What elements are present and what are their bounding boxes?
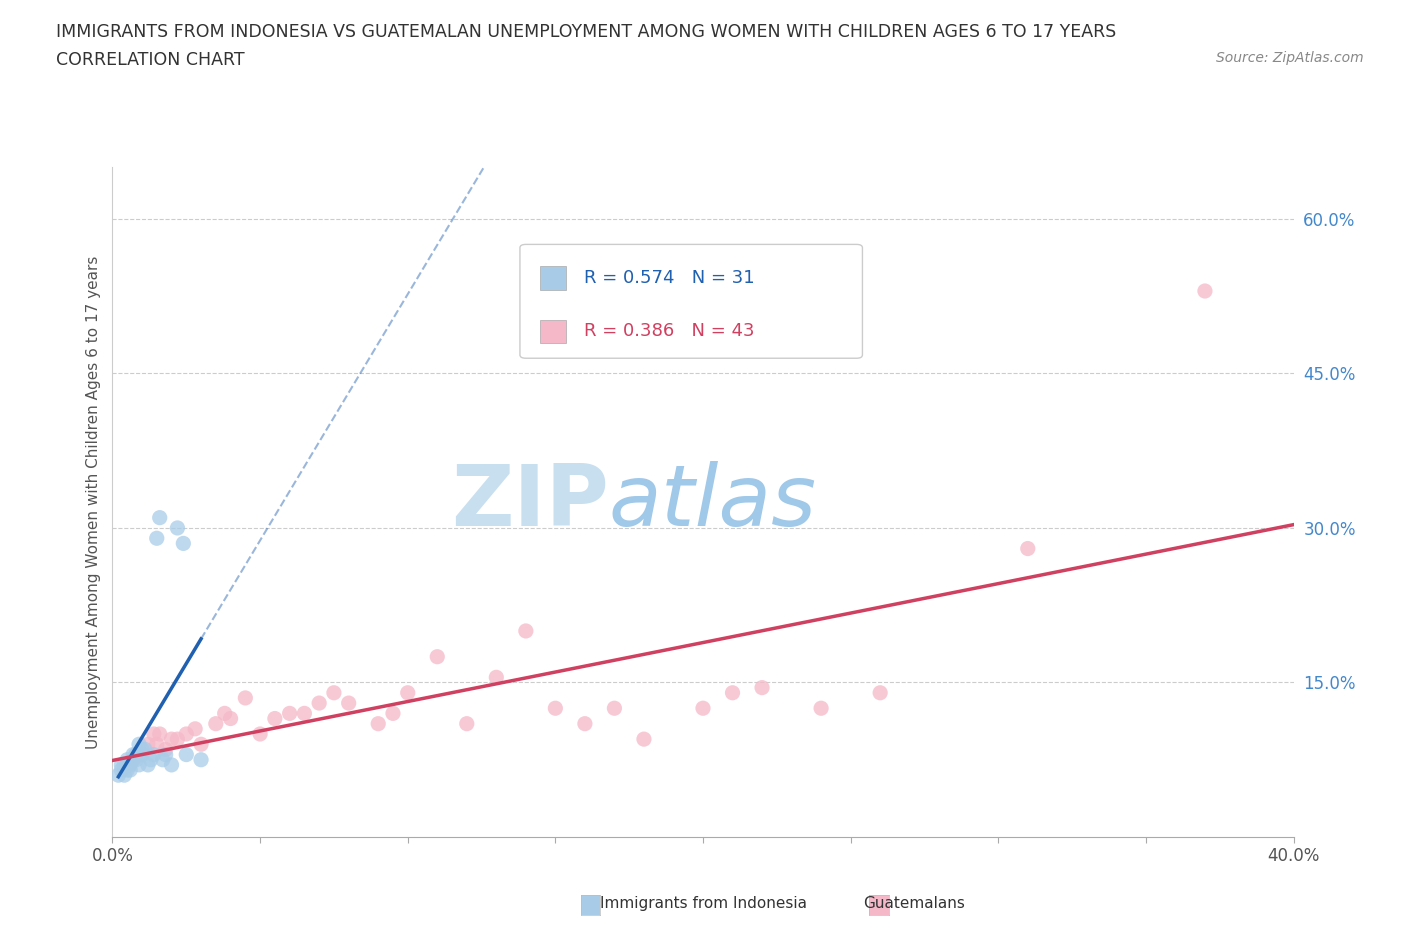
Point [172, 536, 194, 551]
Point [249, 726, 271, 741]
Text: Source: ZipAtlas.com: Source: ZipAtlas.com [1216, 51, 1364, 65]
Point [190, 737, 212, 751]
Point [292, 706, 315, 721]
Point [1194, 284, 1216, 299]
Point [139, 752, 162, 767]
Point [107, 768, 129, 783]
Point [574, 716, 596, 731]
Point [278, 706, 301, 721]
Point [633, 732, 655, 747]
Point [120, 757, 142, 772]
Point [131, 742, 153, 757]
Point [323, 685, 346, 700]
Text: atlas: atlas [609, 460, 817, 544]
Point [131, 747, 153, 762]
Point [1017, 541, 1039, 556]
FancyBboxPatch shape [540, 320, 567, 343]
Point [136, 737, 159, 751]
Point [692, 701, 714, 716]
Point [128, 737, 150, 751]
Point [214, 706, 236, 721]
Point [160, 757, 183, 772]
Point [515, 623, 537, 638]
Point [456, 716, 478, 731]
Point [396, 685, 419, 700]
Point [205, 716, 228, 731]
Point [219, 711, 242, 726]
Point [122, 752, 145, 767]
Point [117, 763, 138, 777]
Point [810, 701, 832, 716]
Point [264, 711, 287, 726]
Point [337, 696, 360, 711]
Point [131, 747, 153, 762]
Text: IMMIGRANTS FROM INDONESIA VS GUATEMALAN UNEMPLOYMENT AMONG WOMEN WITH CHILDREN A: IMMIGRANTS FROM INDONESIA VS GUATEMALAN … [56, 23, 1116, 41]
Point [146, 531, 169, 546]
Point [125, 747, 148, 762]
Point [149, 726, 172, 741]
Point [128, 757, 150, 772]
Point [544, 701, 567, 716]
Point [308, 696, 330, 711]
Point [117, 757, 138, 772]
Point [155, 742, 177, 757]
Point [142, 726, 165, 741]
Point [166, 521, 188, 536]
Point [166, 732, 188, 747]
Text: Guatemalans: Guatemalans [863, 897, 965, 911]
Text: R = 0.574   N = 31: R = 0.574 N = 31 [583, 269, 755, 286]
Point [120, 763, 142, 777]
FancyBboxPatch shape [520, 245, 862, 358]
Point [125, 752, 148, 767]
Text: Immigrants from Indonesia: Immigrants from Indonesia [599, 897, 807, 911]
Point [112, 768, 135, 783]
Point [869, 685, 891, 700]
Point [112, 757, 135, 772]
Point [110, 763, 132, 777]
Point [721, 685, 744, 700]
Point [149, 511, 172, 525]
Point [485, 670, 508, 684]
Point [125, 747, 148, 762]
Text: CORRELATION CHART: CORRELATION CHART [56, 51, 245, 69]
Point [367, 716, 389, 731]
Point [152, 752, 174, 767]
Point [117, 757, 138, 772]
Point [110, 757, 132, 772]
Y-axis label: Unemployment Among Women with Children Ages 6 to 17 years: Unemployment Among Women with Children A… [86, 256, 101, 749]
Text: ZIP: ZIP [451, 460, 609, 544]
Text: R = 0.386   N = 43: R = 0.386 N = 43 [583, 323, 754, 340]
Point [603, 701, 626, 716]
Point [122, 747, 145, 762]
Point [160, 732, 183, 747]
Point [136, 757, 159, 772]
Point [426, 649, 449, 664]
FancyBboxPatch shape [540, 266, 567, 289]
Point [155, 747, 177, 762]
Point [233, 690, 256, 705]
Point [751, 680, 773, 695]
Point [122, 752, 145, 767]
Point [117, 752, 138, 767]
Point [382, 706, 405, 721]
Point [184, 722, 207, 737]
Point [190, 752, 212, 767]
Point [174, 747, 197, 762]
Point [174, 726, 197, 741]
Point [134, 742, 156, 757]
Point [142, 747, 165, 762]
Point [146, 737, 169, 751]
